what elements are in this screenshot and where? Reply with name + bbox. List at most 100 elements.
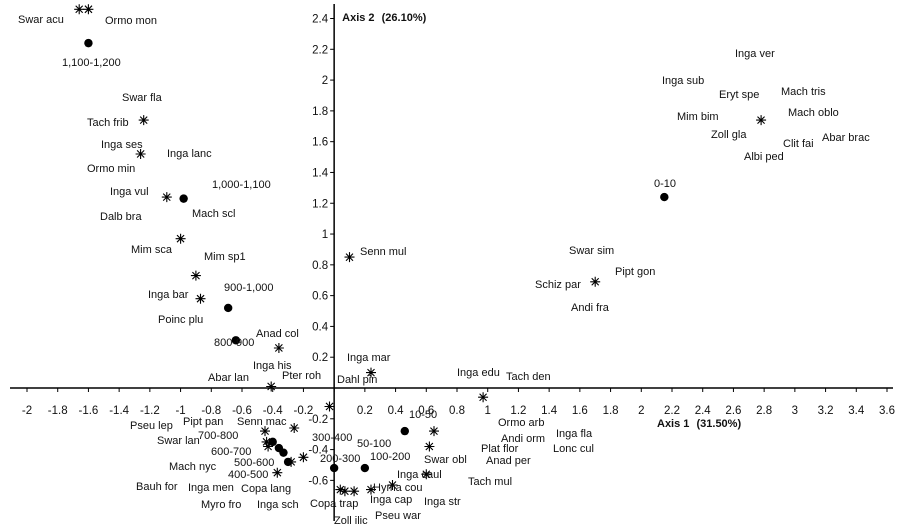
species-label: Mach nyc [169, 461, 217, 473]
species-label: Inga ses [101, 139, 143, 151]
species-label: Tach mul [468, 476, 512, 488]
star-point-marker [366, 367, 376, 378]
y-tick-label: 1.6 [312, 137, 328, 149]
species-label: Plat flor [481, 443, 519, 455]
x-tick-label: -1.4 [109, 405, 129, 417]
x-tick-label: -0.2 [294, 405, 314, 417]
species-label: Ormo mon [105, 15, 157, 27]
species-label: Pseu war [375, 510, 421, 522]
star-point-marker [263, 441, 274, 452]
species-label: Inga cap [370, 494, 412, 506]
species-label: Swar acu [18, 14, 64, 26]
species-label: Schiz par [535, 279, 581, 291]
species-label: Inga mar [347, 352, 391, 364]
x-tick-label: 3.4 [848, 405, 865, 417]
star-point-marker [387, 480, 398, 490]
species-label: Inga sch [257, 499, 299, 511]
species-label: Pseu lep [130, 420, 173, 432]
x-axis-ticks: -2 -1.8 -1.6 -1.4 -1.2 -1 -0.8 -0.6 -0.4 -0.2 0.2 0… [22, 388, 895, 417]
altitude-class-label: 400-500 [228, 469, 268, 481]
y-tick-label: 0.6 [312, 291, 328, 303]
star-point-marker [424, 441, 435, 452]
x-tick-label: 1.6 [572, 405, 588, 417]
star-point-marker [261, 436, 272, 447]
x-tick-label: 1.4 [541, 405, 558, 417]
star-point-marker [421, 469, 432, 480]
species-label: Zoll gla [711, 129, 747, 141]
star-point-marker [349, 486, 360, 497]
x-tick-label: -1.8 [48, 405, 68, 417]
species-label: Swar fla [122, 92, 163, 104]
altitude-class-label: 900-1,000 [224, 282, 274, 294]
star-point-marker [756, 115, 767, 126]
y-tick-label: -0.6 [308, 475, 328, 487]
star-point-marker [83, 4, 94, 15]
star-point-marker [339, 486, 350, 497]
dot-point-marker [660, 192, 669, 202]
dot-point-marker [231, 336, 241, 345]
y-tick-label: 2 [322, 75, 328, 87]
y-tick-label: 0.2 [312, 352, 328, 364]
star-point-marker [272, 467, 283, 478]
species-label: Dahl pin [337, 374, 377, 386]
x-tick-label: 2.2 [664, 405, 680, 417]
x-tick-label: 0.8 [449, 405, 465, 417]
star-point-marker [161, 192, 172, 203]
species-label: Mach oblo [788, 107, 839, 119]
x-tick-label: 0.2 [357, 405, 373, 417]
x-tick-label: -0.8 [201, 405, 221, 417]
species-label: Inga lanc [167, 148, 212, 160]
altitude-class-label: 600-700 [211, 446, 251, 458]
species-label: Poinc plu [158, 314, 203, 326]
species-label: Clit fai [783, 138, 814, 150]
x-tick-label: 1.8 [603, 405, 619, 417]
dot-point-marker [179, 194, 188, 203]
species-label: Mach tris [781, 86, 826, 98]
altitude-class-label: 0-10 [654, 178, 676, 190]
species-label: Senn mul [360, 246, 406, 258]
species-label: Lonc cul [553, 443, 594, 455]
species-label: Swar lan [157, 435, 200, 447]
star-point-marker [289, 423, 300, 433]
altitude-class-label: Mach scl [192, 208, 235, 220]
x-tick-label: -1 [175, 405, 185, 417]
star-point-marker [478, 392, 489, 403]
y-tick-label: 1.4 [312, 167, 329, 179]
star-point-marker [175, 233, 186, 244]
species-label: Inga ver [735, 48, 775, 60]
species-label: Inga caul [397, 469, 442, 481]
altitude-class-label: 500-600 [234, 457, 274, 469]
x-tick-label: -1.2 [140, 405, 160, 417]
species-label: Pipt pan [183, 416, 223, 428]
star-point-marker [273, 343, 284, 353]
species-label: Inga str [424, 496, 461, 508]
species-label: Dalb bra [100, 211, 142, 223]
species-label: Tach den [506, 371, 551, 383]
x-tick-label: 1.2 [510, 405, 526, 417]
x-tick-label: 2 [638, 405, 644, 417]
star-point-marker [266, 381, 277, 392]
star-point-marker [138, 115, 149, 126]
star-point-marker [429, 426, 439, 437]
species-label: Mim sca [131, 244, 173, 256]
species-label: Pipt gon [615, 266, 655, 278]
species-label: Zoll ilic [334, 515, 368, 525]
x-tick-label: -2 [22, 405, 32, 417]
species-label: Ormo min [87, 163, 135, 175]
y-axis-title: Axis 2 (26.10%) [342, 12, 426, 24]
x-tick-label: -1.6 [79, 405, 99, 417]
altitude-class-label: 1,100-1,200 [62, 57, 121, 69]
x-tick-label: 0.4 [388, 405, 405, 417]
y-tick-label: 1.8 [312, 106, 328, 118]
x-tick-label: 1 [485, 405, 491, 417]
species-label: Myro fro [201, 499, 241, 511]
dot-point-marker [283, 457, 293, 467]
x-tick-label: 2.8 [756, 405, 772, 417]
point-markers [74, 4, 767, 497]
species-label: Hyma cou [373, 482, 423, 494]
dot-point-marker [268, 437, 277, 447]
star-point-marker [190, 270, 201, 281]
species-label: Abar lan [208, 372, 249, 384]
species-label: Pter roh [282, 370, 321, 382]
